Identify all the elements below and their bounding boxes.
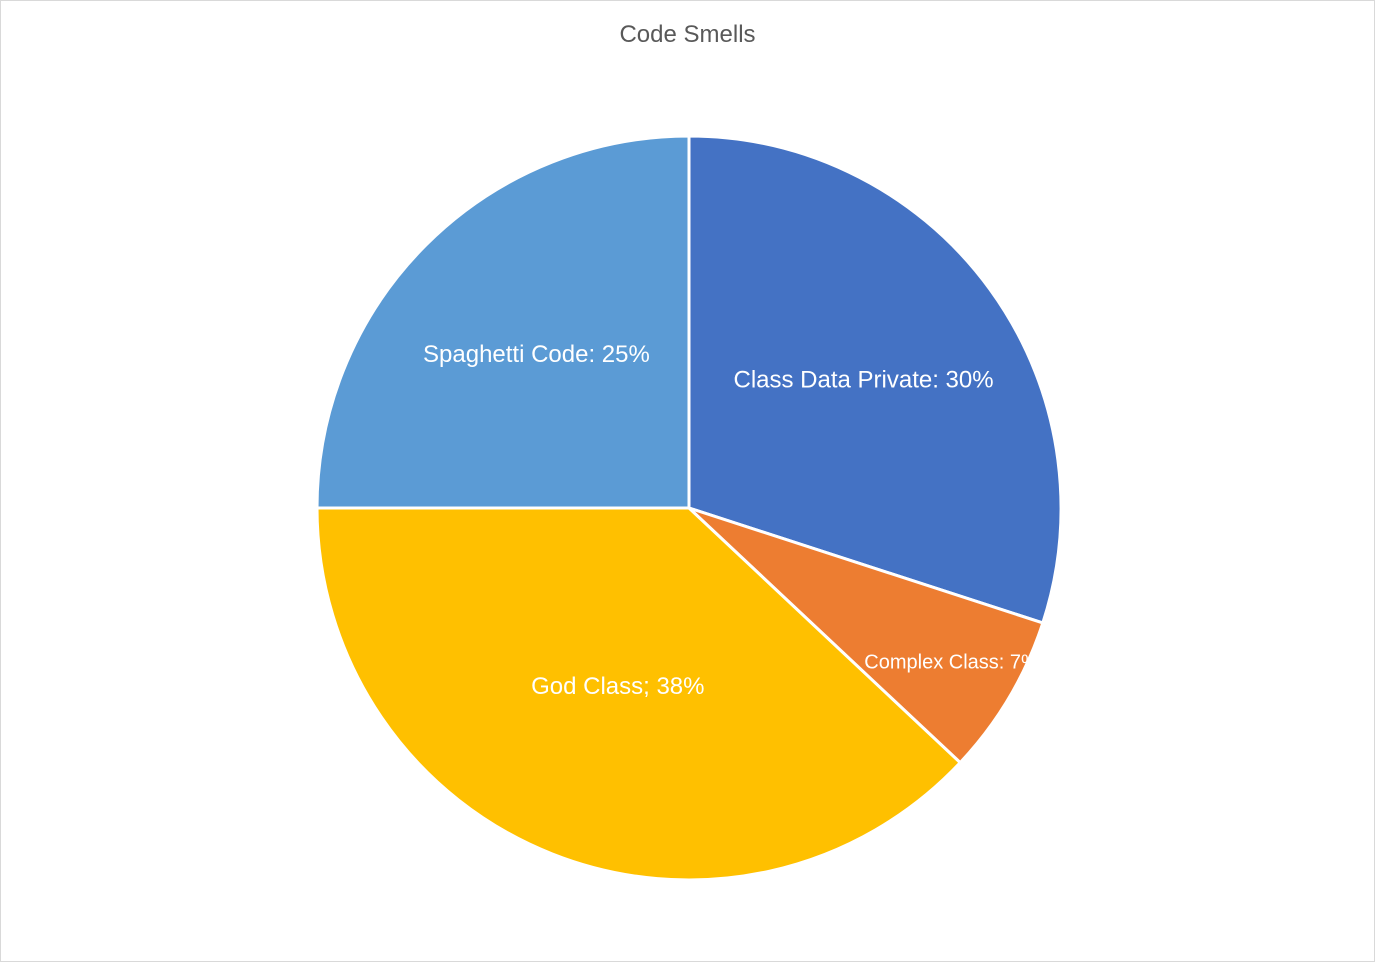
pie-slice-class-data-private — [687, 134, 1063, 625]
pie-slice-complex-class — [687, 506, 1045, 765]
data-label-complex-class: Complex Class: 7% — [864, 652, 1039, 674]
pie-slice-god-class — [315, 506, 962, 882]
data-label-class-data-private: Class Data Private: 30% — [733, 367, 993, 394]
pie-slice-spaghetti-code — [315, 134, 691, 510]
data-label-god-class: God Class; 38% — [531, 673, 704, 700]
chart-title: Code Smells — [619, 21, 756, 48]
data-label-spaghetti-code: Spaghetti Code: 25% — [423, 341, 650, 368]
